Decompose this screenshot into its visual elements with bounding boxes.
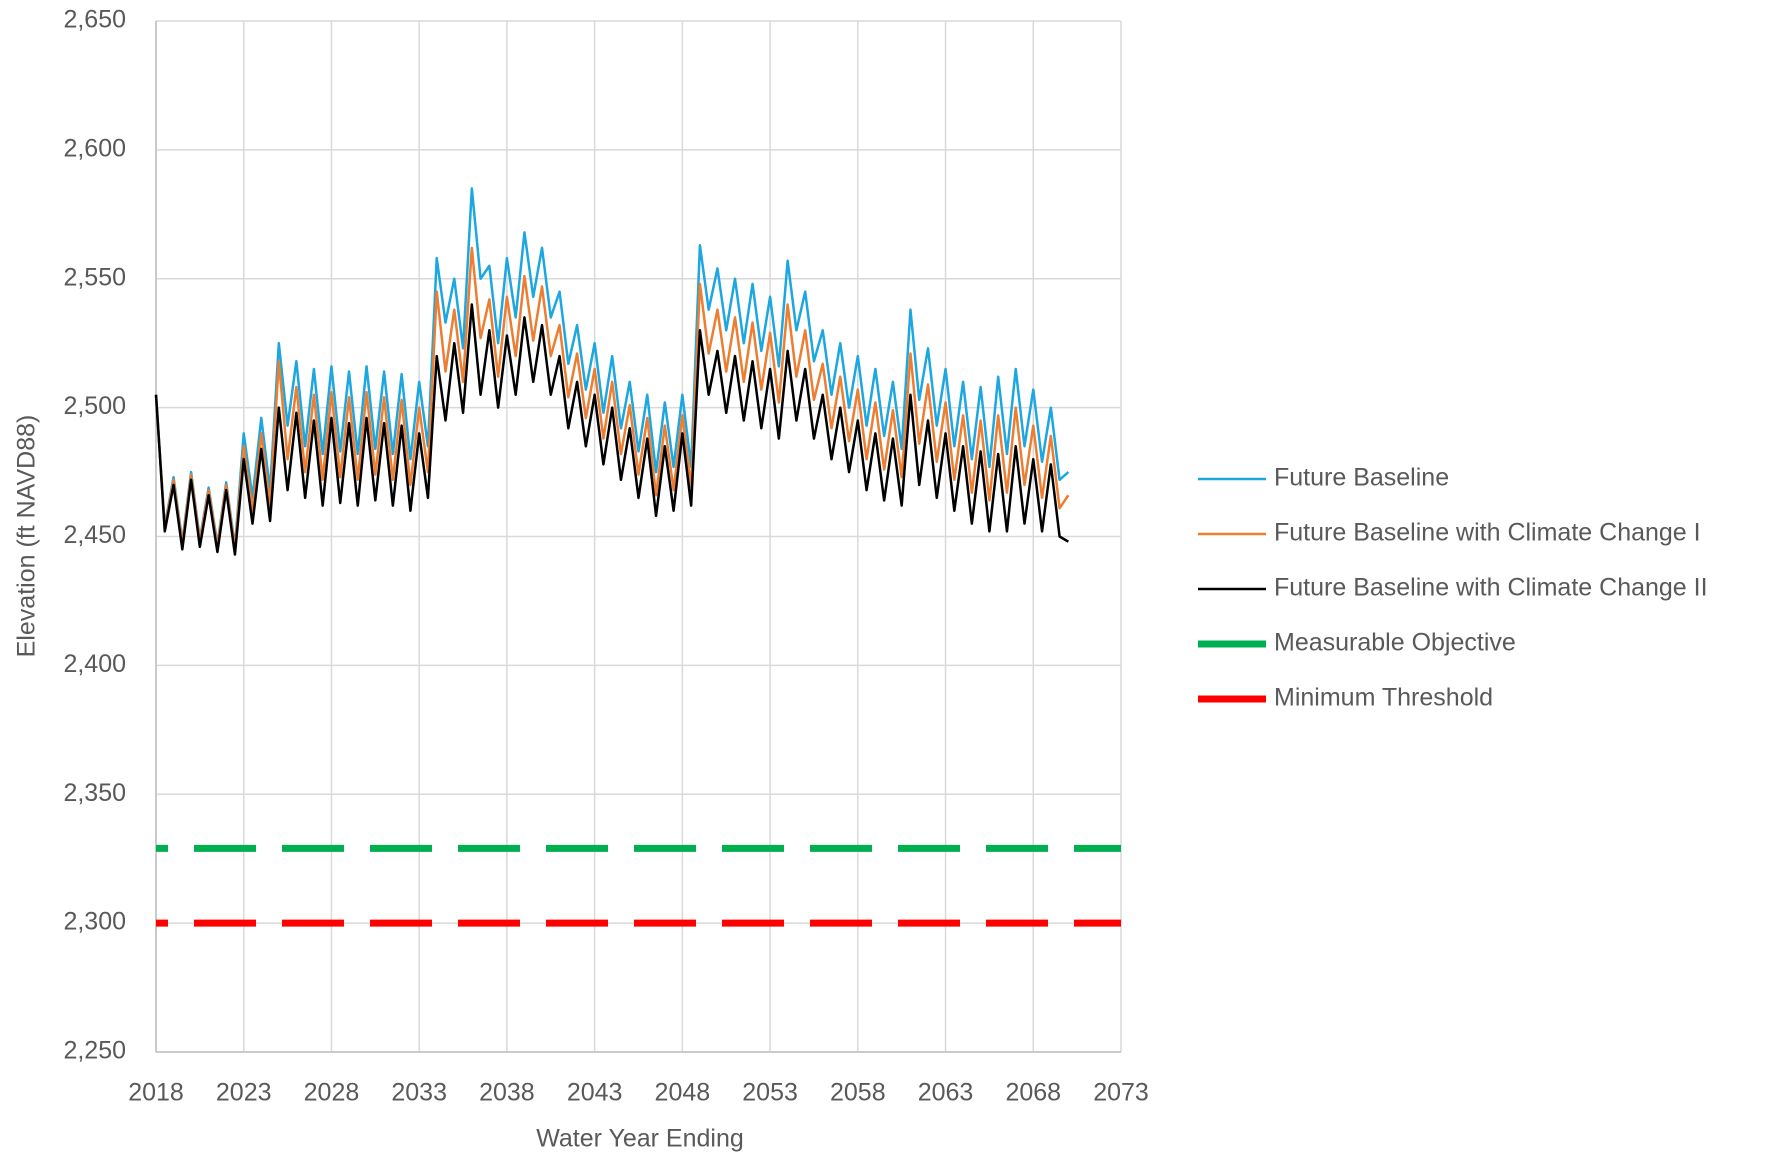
y-tick-label: 2,600	[63, 134, 126, 162]
y-tick-label: 2,250	[63, 1037, 126, 1065]
series-line	[154, 187, 1070, 549]
x-tick-label: 2033	[391, 1079, 447, 1107]
x-tick-label: 2068	[1005, 1079, 1061, 1107]
x-tick-label: 2023	[216, 1079, 272, 1107]
legend-label: Future Baseline	[1274, 464, 1449, 492]
legend-label: Future Baseline with Climate Change II	[1274, 574, 1708, 602]
y-tick-label: 2,650	[63, 6, 126, 34]
x-tick-label: 2018	[128, 1079, 184, 1107]
x-tick-label: 2048	[655, 1079, 711, 1107]
x-tick-label: 2063	[918, 1079, 974, 1107]
y-tick-label: 2,550	[63, 263, 126, 291]
x-tick-label: 2073	[1093, 1079, 1149, 1107]
x-tick-label: 2043	[567, 1079, 623, 1107]
x-tick-label: 2038	[479, 1079, 535, 1107]
y-tick-label: 2,350	[63, 779, 126, 807]
x-tick-label: 2053	[742, 1079, 798, 1107]
x-axis-label: Water Year Ending	[536, 1125, 744, 1153]
legend-label: Minimum Threshold	[1274, 684, 1493, 712]
legend-label: Measurable Objective	[1274, 629, 1516, 657]
series-line	[154, 303, 1069, 556]
legend-label: Future Baseline with Climate Change I	[1274, 519, 1701, 547]
y-tick-label: 2,450	[63, 521, 126, 549]
x-tick-label: 2028	[304, 1079, 360, 1107]
y-axis-label: Elevation (ft NAVD88)	[13, 415, 41, 658]
series-line	[154, 246, 1070, 551]
y-tick-label: 2,400	[63, 650, 126, 678]
y-tick-label: 2,500	[63, 392, 126, 420]
y-tick-label: 2,300	[63, 908, 126, 936]
x-tick-label: 2058	[830, 1079, 886, 1107]
